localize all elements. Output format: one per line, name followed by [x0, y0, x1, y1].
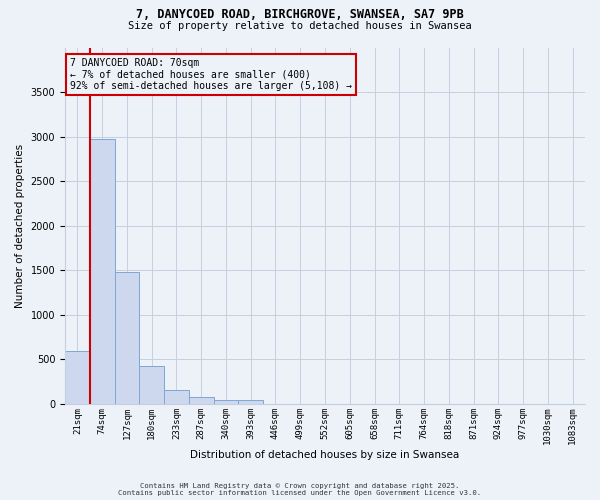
Text: 7, DANYCOED ROAD, BIRCHGROVE, SWANSEA, SA7 9PB: 7, DANYCOED ROAD, BIRCHGROVE, SWANSEA, S… — [136, 8, 464, 20]
Text: Size of property relative to detached houses in Swansea: Size of property relative to detached ho… — [128, 21, 472, 31]
Bar — [139, 366, 164, 404]
Bar — [90, 140, 115, 404]
Bar — [164, 390, 189, 404]
X-axis label: Distribution of detached houses by size in Swansea: Distribution of detached houses by size … — [190, 450, 460, 460]
Bar — [214, 400, 238, 404]
Bar — [189, 397, 214, 404]
Bar — [115, 272, 139, 404]
Bar — [238, 400, 263, 404]
Y-axis label: Number of detached properties: Number of detached properties — [15, 144, 25, 308]
Text: Contains HM Land Registry data © Crown copyright and database right 2025.
Contai: Contains HM Land Registry data © Crown c… — [118, 483, 482, 496]
Bar — [65, 352, 90, 404]
Text: 7 DANYCOED ROAD: 70sqm
← 7% of detached houses are smaller (400)
92% of semi-det: 7 DANYCOED ROAD: 70sqm ← 7% of detached … — [70, 58, 352, 92]
